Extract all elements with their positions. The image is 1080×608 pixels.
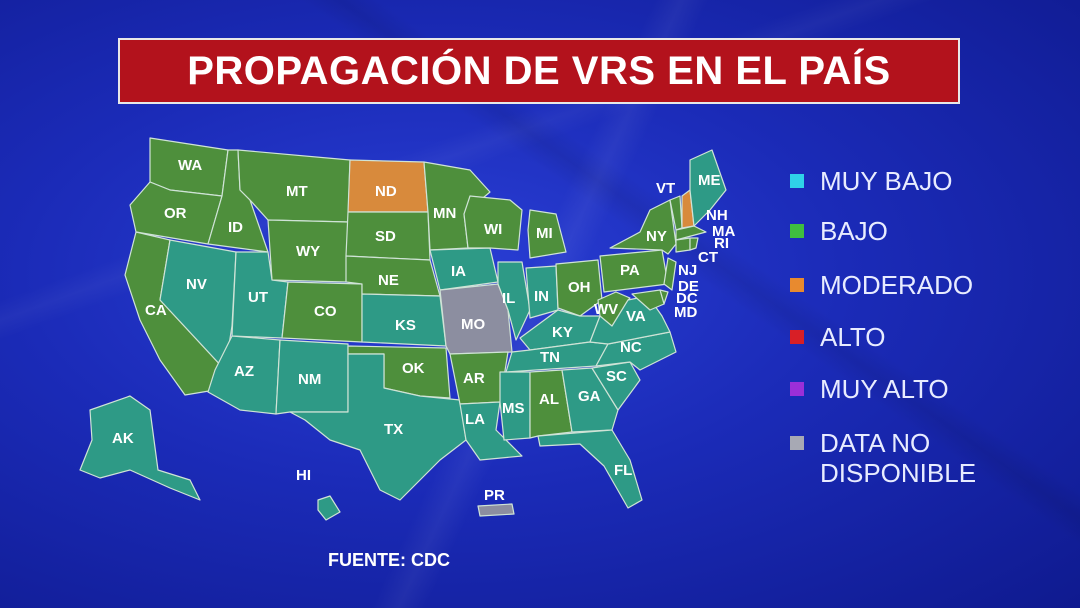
svg-text:OH: OH bbox=[568, 279, 591, 296]
svg-text:OR: OR bbox=[164, 205, 187, 222]
svg-text:HI: HI bbox=[296, 467, 311, 484]
title-banner: PROPAGACIÓN DE VRS EN EL PAÍS bbox=[118, 38, 960, 104]
legend-swatch-muy-bajo bbox=[790, 174, 804, 188]
legend-item-no-data: DATA NO DISPONIBLE bbox=[790, 428, 977, 488]
legend-swatch-muy-alto bbox=[790, 382, 804, 396]
svg-text:PR: PR bbox=[484, 487, 505, 504]
svg-text:GA: GA bbox=[578, 388, 601, 405]
svg-text:KS: KS bbox=[395, 317, 416, 334]
svg-text:CO: CO bbox=[314, 303, 337, 320]
state-NJ[interactable] bbox=[663, 257, 677, 291]
legend-item-alto: ALTO bbox=[790, 322, 886, 352]
state-NY[interactable] bbox=[609, 199, 677, 255]
state-MD[interactable] bbox=[631, 289, 665, 311]
svg-text:NV: NV bbox=[186, 276, 207, 293]
svg-text:AZ: AZ bbox=[234, 363, 254, 380]
svg-text:NY: NY bbox=[646, 228, 667, 245]
svg-text:WA: WA bbox=[178, 157, 202, 174]
legend-item-bajo: BAJO bbox=[790, 216, 888, 246]
svg-text:VA: VA bbox=[626, 308, 646, 325]
state-IL[interactable] bbox=[497, 261, 531, 341]
state-RI[interactable] bbox=[689, 237, 699, 251]
svg-text:IA: IA bbox=[451, 263, 466, 280]
state-FL[interactable] bbox=[537, 429, 643, 509]
svg-text:SC: SC bbox=[606, 368, 627, 385]
legend-label: BAJO bbox=[820, 216, 888, 246]
state-AK[interactable] bbox=[79, 395, 201, 501]
legend-label: MUY ALTO bbox=[820, 374, 949, 404]
svg-text:MN: MN bbox=[433, 205, 456, 222]
legend-swatch-bajo bbox=[790, 224, 804, 238]
state-MA[interactable] bbox=[675, 225, 707, 241]
svg-text:ME: ME bbox=[698, 172, 721, 189]
svg-text:WY: WY bbox=[296, 243, 320, 260]
state-CT[interactable] bbox=[675, 237, 691, 253]
page-title: PROPAGACIÓN DE VRS EN EL PAÍS bbox=[187, 48, 891, 93]
state-PR[interactable] bbox=[477, 503, 515, 517]
svg-text:PA: PA bbox=[620, 262, 640, 279]
svg-text:TN: TN bbox=[540, 349, 560, 366]
svg-text:IL: IL bbox=[502, 290, 515, 307]
svg-text:MA: MA bbox=[712, 223, 735, 240]
legend-swatch-no-data bbox=[790, 436, 804, 450]
svg-text:LA: LA bbox=[465, 411, 485, 428]
svg-text:AL: AL bbox=[539, 391, 559, 408]
source-credit: FUENTE: CDC bbox=[328, 550, 450, 570]
legend-item-muy-bajo: MUY BAJO bbox=[790, 166, 952, 196]
legend-label: MODERADO bbox=[820, 270, 974, 300]
state-WI[interactable] bbox=[463, 195, 523, 251]
svg-text:DC: DC bbox=[676, 290, 698, 307]
svg-text:RI: RI bbox=[714, 235, 729, 252]
svg-text:SD: SD bbox=[375, 228, 396, 245]
svg-text:CT: CT bbox=[698, 249, 718, 266]
state-GA[interactable] bbox=[561, 367, 619, 433]
state-WV[interactable] bbox=[597, 291, 631, 327]
state-TX[interactable] bbox=[289, 353, 467, 501]
svg-text:KY: KY bbox=[552, 324, 573, 341]
svg-text:MT: MT bbox=[286, 183, 308, 200]
state-MS[interactable] bbox=[499, 371, 531, 441]
svg-text:MD: MD bbox=[674, 304, 697, 321]
legend-item-moderado: MODERADO bbox=[790, 270, 973, 300]
svg-text:OK: OK bbox=[402, 360, 425, 377]
legend-swatch-alto bbox=[790, 330, 804, 344]
state-AL[interactable] bbox=[529, 369, 573, 439]
state-HI[interactable] bbox=[317, 495, 341, 521]
svg-text:NH: NH bbox=[706, 207, 728, 224]
legend-swatch-moderado bbox=[790, 278, 804, 292]
svg-text:MO: MO bbox=[461, 316, 485, 333]
svg-text:WI: WI bbox=[484, 221, 502, 238]
legend-label: DATA NO DISPONIBLE bbox=[820, 428, 977, 488]
state-ME[interactable] bbox=[689, 149, 727, 227]
svg-text:TX: TX bbox=[384, 421, 403, 438]
state-MI[interactable] bbox=[527, 209, 567, 259]
svg-text:IN: IN bbox=[534, 288, 549, 305]
svg-text:MS: MS bbox=[502, 400, 525, 417]
svg-text:NE: NE bbox=[378, 272, 399, 289]
svg-text:AR: AR bbox=[463, 370, 485, 387]
svg-text:NC: NC bbox=[620, 339, 642, 356]
svg-text:ID: ID bbox=[228, 219, 243, 236]
svg-text:WV: WV bbox=[594, 301, 618, 318]
svg-text:AK: AK bbox=[112, 430, 134, 447]
svg-text:VT: VT bbox=[656, 180, 675, 197]
svg-text:FL: FL bbox=[614, 462, 632, 479]
svg-text:CA: CA bbox=[145, 302, 167, 319]
state-OH[interactable] bbox=[555, 259, 603, 317]
legend-label: ALTO bbox=[820, 322, 886, 352]
svg-text:DE: DE bbox=[678, 278, 699, 295]
svg-text:ND: ND bbox=[375, 183, 397, 200]
legend-item-muy-alto: MUY ALTO bbox=[790, 374, 949, 404]
svg-text:UT: UT bbox=[248, 289, 268, 306]
svg-text:NM: NM bbox=[298, 371, 321, 388]
svg-text:MI: MI bbox=[536, 225, 553, 242]
svg-text:NJ: NJ bbox=[678, 262, 697, 279]
legend-label: MUY BAJO bbox=[820, 166, 953, 196]
